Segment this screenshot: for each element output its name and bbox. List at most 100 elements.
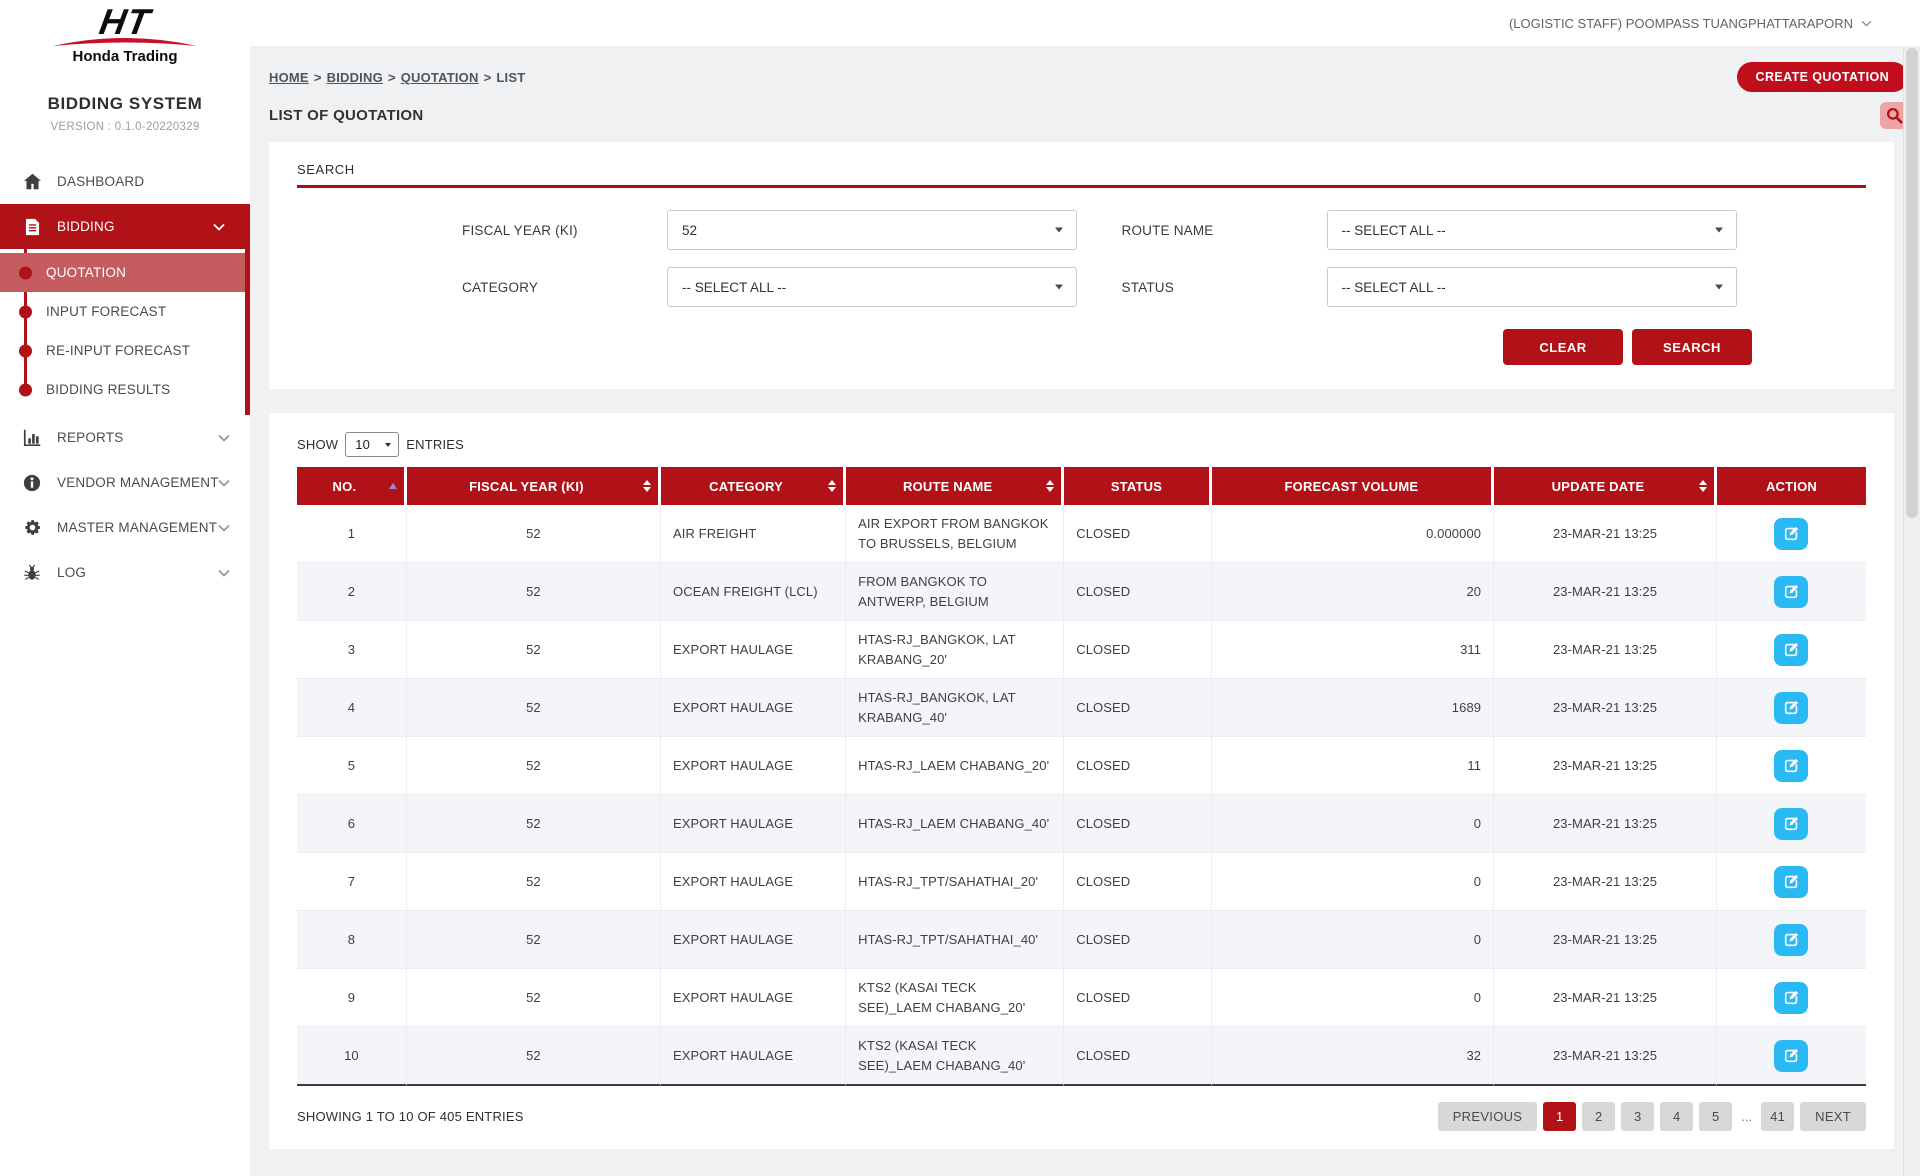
edit-quotation-button[interactable] — [1774, 576, 1808, 608]
edit-quotation-button[interactable] — [1774, 1040, 1808, 1072]
column-header-category[interactable]: CATEGORY — [661, 467, 846, 505]
cell-route-name: FROM BANGKOK TO ANTWERP, BELGIUM — [846, 563, 1064, 621]
cell-status: CLOSED — [1064, 563, 1211, 621]
sidebar-item-bidding[interactable]: BIDDING — [0, 204, 245, 249]
cell-forecast-volume: 20 — [1212, 563, 1494, 621]
cell-category: EXPORT HAULAGE — [661, 1027, 846, 1086]
edit-icon — [1783, 757, 1800, 774]
breadcrumb-link-home[interactable]: HOME — [269, 70, 309, 85]
show-entries-control: SHOW 10 ENTRIES — [297, 432, 1866, 457]
page-button-2[interactable]: 2 — [1582, 1102, 1615, 1131]
user-dropdown[interactable]: (LOGISTIC STAFF) POOMPASS TUANGPHATTARAP… — [1509, 16, 1872, 31]
cell-action — [1717, 737, 1866, 795]
edit-quotation-button[interactable] — [1774, 866, 1808, 898]
cell-update-date: 23-MAR-21 13:25 — [1494, 911, 1717, 969]
edit-quotation-button[interactable] — [1774, 692, 1808, 724]
bidding-submenu: QUOTATION INPUT FORECAST RE-INPUT FORECA… — [0, 249, 245, 415]
chevron-down-icon — [1861, 20, 1872, 27]
edit-quotation-button[interactable] — [1774, 750, 1808, 782]
create-quotation-button[interactable]: CREATE QUOTATION — [1737, 62, 1908, 92]
cell-action — [1717, 1027, 1866, 1086]
edit-icon — [1783, 1047, 1800, 1064]
cell-status: CLOSED — [1064, 621, 1211, 679]
sidebar-item-re-input-forecast[interactable]: RE-INPUT FORECAST — [0, 331, 245, 370]
table-row: 952EXPORT HAULAGEKTS2 (KASAI TECK SEE)_L… — [297, 969, 1866, 1027]
breadcrumb-current: LIST — [496, 70, 525, 85]
cell-no: 6 — [297, 795, 407, 853]
breadcrumb-link-bidding[interactable]: BIDDING — [327, 70, 383, 85]
route-name-label: ROUTE NAME — [1122, 223, 1327, 238]
scrollbar-thumb[interactable] — [1906, 48, 1918, 518]
breadcrumb-link-quotation[interactable]: QUOTATION — [401, 70, 479, 85]
cell-fiscal-year: 52 — [407, 679, 661, 737]
honda-trading-logo: HT Honda Trading — [0, 0, 250, 66]
search-panel: SEARCH FISCAL YEAR (KI) 52 ROUTE NAME --… — [269, 142, 1894, 389]
edit-quotation-button[interactable] — [1774, 634, 1808, 666]
breadcrumb: HOME>BIDDING>QUOTATION>LIST — [269, 62, 525, 85]
sidebar-item-log[interactable]: LOG — [0, 550, 250, 595]
sidebar-item-quotation[interactable]: QUOTATION — [0, 253, 245, 292]
sidebar-item-master-management[interactable]: MASTER MANAGEMENT — [0, 505, 250, 550]
edit-icon — [1783, 525, 1800, 542]
edit-quotation-button[interactable] — [1774, 518, 1808, 550]
sidebar-item-input-forecast[interactable]: INPUT FORECAST — [0, 292, 245, 331]
column-header-update-date[interactable]: UPDATE DATE — [1494, 467, 1717, 505]
edit-icon — [1783, 989, 1800, 1006]
cell-no: 1 — [297, 505, 407, 563]
cell-status: CLOSED — [1064, 505, 1211, 563]
search-button[interactable]: SEARCH — [1632, 329, 1752, 365]
sidebar-item-dashboard[interactable]: DASHBOARD — [0, 159, 250, 204]
cell-route-name: AIR EXPORT FROM BANGKOK TO BRUSSELS, BEL… — [846, 505, 1064, 563]
sidebar-item-reports[interactable]: REPORTS — [0, 415, 250, 460]
page-button-41[interactable]: 41 — [1761, 1102, 1794, 1131]
fiscal-year-select[interactable]: 52 — [667, 210, 1077, 250]
sort-icon — [1699, 480, 1707, 492]
column-header-status: STATUS — [1064, 467, 1211, 505]
page-button-5[interactable]: 5 — [1699, 1102, 1732, 1131]
entries-label: ENTRIES — [406, 437, 464, 452]
cell-status: CLOSED — [1064, 853, 1211, 911]
cell-action — [1717, 679, 1866, 737]
page-size-select[interactable]: 10 — [345, 432, 399, 457]
cell-forecast-volume: 32 — [1212, 1027, 1494, 1086]
page-button-1[interactable]: 1 — [1543, 1102, 1576, 1131]
status-select[interactable]: -- SELECT ALL -- — [1327, 267, 1737, 307]
gear-icon — [20, 518, 44, 537]
sidebar-item-label: LOG — [57, 565, 86, 580]
vertical-scrollbar[interactable] — [1903, 46, 1920, 1176]
page-button-4[interactable]: 4 — [1660, 1102, 1693, 1131]
next-page-button[interactable]: NEXT — [1800, 1102, 1866, 1131]
cell-update-date: 23-MAR-21 13:25 — [1494, 621, 1717, 679]
column-header-forecast-volume: FORECAST VOLUME — [1212, 467, 1494, 505]
sidebar-subitem-label: QUOTATION — [46, 265, 126, 280]
edit-quotation-button[interactable] — [1774, 982, 1808, 1014]
cell-forecast-volume: 0 — [1212, 853, 1494, 911]
show-label: SHOW — [297, 437, 338, 452]
column-header-action: ACTION — [1717, 467, 1866, 505]
edit-quotation-button[interactable] — [1774, 924, 1808, 956]
chevron-down-icon — [218, 479, 230, 487]
column-label: FORECAST VOLUME — [1285, 479, 1419, 494]
clear-button[interactable]: CLEAR — [1503, 329, 1623, 365]
cell-action — [1717, 911, 1866, 969]
table-row: 352EXPORT HAULAGEHTAS-RJ_BANGKOK, LAT KR… — [297, 621, 1866, 679]
cell-route-name: HTAS-RJ_TPT/SAHATHAI_40' — [846, 911, 1064, 969]
column-header-route-name[interactable]: ROUTE NAME — [846, 467, 1064, 505]
table-row: 1052EXPORT HAULAGEKTS2 (KASAI TECK SEE)_… — [297, 1027, 1866, 1086]
previous-page-button[interactable]: PREVIOUS — [1438, 1102, 1538, 1131]
route-name-select[interactable]: -- SELECT ALL -- — [1327, 210, 1737, 250]
cell-update-date: 23-MAR-21 13:25 — [1494, 737, 1717, 795]
sidebar-item-vendor-management[interactable]: VENDOR MANAGEMENT — [0, 460, 250, 505]
column-header-no[interactable]: NO. — [297, 467, 407, 505]
page-button-3[interactable]: 3 — [1621, 1102, 1654, 1131]
table-footer: SHOWING 1 TO 10 OF 405 ENTRIES PREVIOUS … — [297, 1102, 1866, 1131]
category-select[interactable]: -- SELECT ALL -- — [667, 267, 1077, 307]
cell-forecast-volume: 1689 — [1212, 679, 1494, 737]
cell-route-name: HTAS-RJ_BANGKOK, LAT KRABANG_20' — [846, 621, 1064, 679]
column-header-fiscal-year[interactable]: FISCAL YEAR (KI) — [407, 467, 661, 505]
sort-ascending-icon — [389, 483, 397, 489]
sidebar-item-bidding-results[interactable]: BIDDING RESULTS — [0, 370, 245, 409]
app-window: HT Honda Trading BIDDING SYSTEM VERSION … — [0, 0, 1920, 1176]
cell-fiscal-year: 52 — [407, 505, 661, 563]
edit-quotation-button[interactable] — [1774, 808, 1808, 840]
